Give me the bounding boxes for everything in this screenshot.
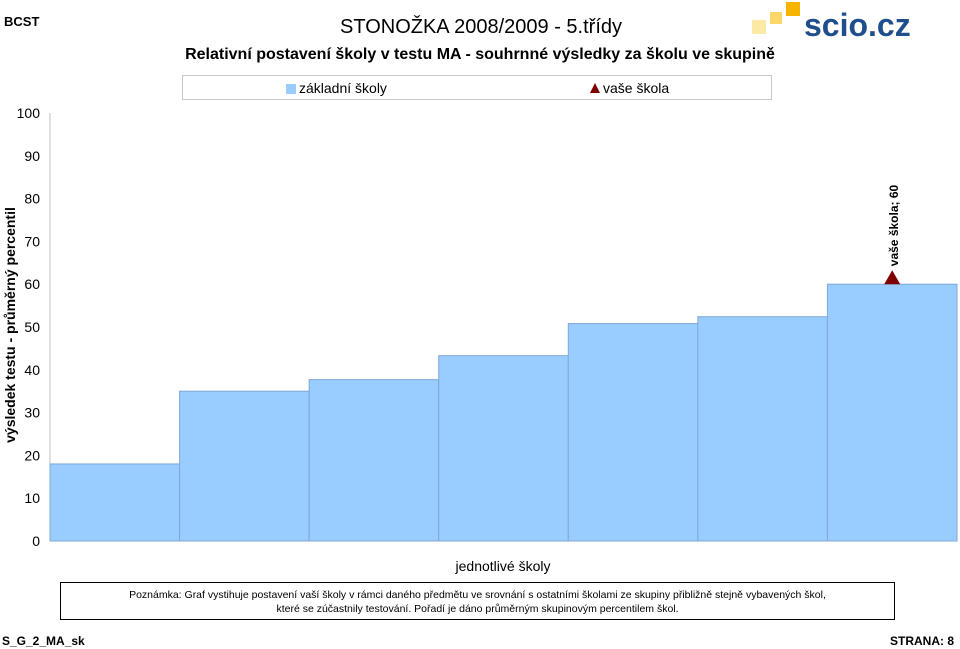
bar xyxy=(438,355,569,542)
y-tick-label: 10 xyxy=(24,490,40,506)
legend: základní školy vaše škola xyxy=(182,75,772,100)
bar xyxy=(308,379,440,542)
bcst-badge: BCST xyxy=(4,14,40,29)
bar xyxy=(179,390,310,542)
y-tick-label: 40 xyxy=(24,362,40,378)
legend-triangle-icon xyxy=(590,83,600,93)
y-tick-label: 50 xyxy=(24,319,40,335)
note-line-1: Poznámka: Graf vystihuje postavení vaší … xyxy=(129,589,826,601)
y-tick-label: 100 xyxy=(17,105,41,121)
legend-label-schools: základní školy xyxy=(299,80,387,96)
y-tick-label: 60 xyxy=(24,276,40,292)
your-school-marker xyxy=(884,270,901,285)
legend-label-your-school: vaše škola xyxy=(603,80,670,96)
y-tick-label: 80 xyxy=(24,191,40,207)
y-tick-label: 70 xyxy=(24,233,40,249)
y-axis-label: výsledek testu - průměrný percentil xyxy=(2,207,18,443)
bar xyxy=(567,323,699,542)
footer-page: STRANA: 8 xyxy=(889,634,954,648)
footer-code: S_G_2_MA_sk xyxy=(2,634,85,648)
note-line-2: které se zúčastnily testování. Pořadí je… xyxy=(276,603,679,615)
logo-text: scio.cz xyxy=(804,7,911,42)
y-tick-label: 30 xyxy=(24,405,40,421)
your-school-data-label: vaše škola; 60 xyxy=(887,184,901,266)
legend-swatch-schools xyxy=(286,84,296,94)
bar xyxy=(49,463,181,542)
report-title: STONOŽKA 2008/2009 - 5.třídy xyxy=(340,16,622,38)
bar xyxy=(697,316,828,542)
y-tick-label: 0 xyxy=(32,533,40,549)
scio-logo: scio.cz xyxy=(752,2,911,42)
y-tick-label: 90 xyxy=(24,148,40,164)
bar xyxy=(826,283,958,542)
x-axis-label: jednotlivé školy xyxy=(455,558,551,574)
y-tick-label: 20 xyxy=(24,447,40,463)
note-box: Poznámka: Graf vystihuje postavení vaší … xyxy=(60,582,895,620)
chart-title: Relativní postavení školy v testu MA - s… xyxy=(185,46,775,63)
